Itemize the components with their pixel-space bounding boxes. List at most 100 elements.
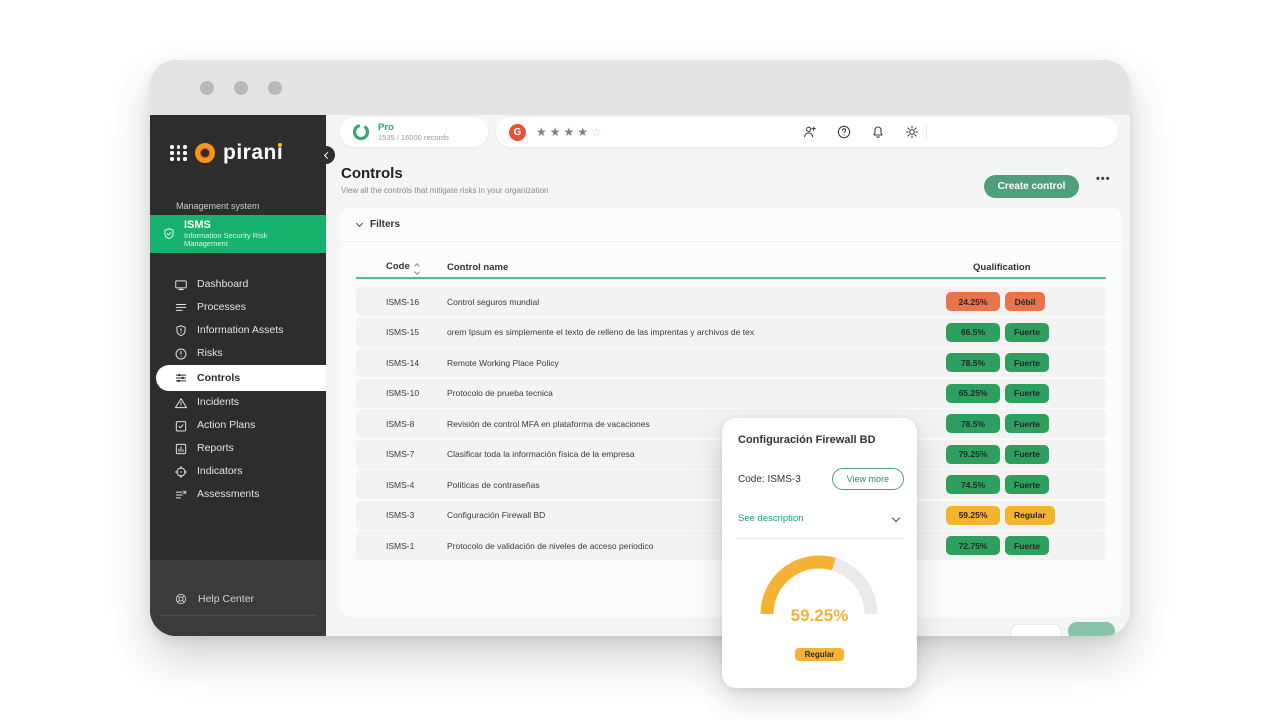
processes-icon	[174, 301, 188, 315]
control-detail-popup: Configuración Firewall BD Code: ISMS-3 V…	[722, 418, 917, 688]
chevron-down-icon[interactable]	[891, 513, 901, 523]
lifebuoy-icon	[175, 593, 187, 605]
qualification-percent-badge: 59.25%	[946, 505, 1000, 525]
apps-grid-icon[interactable]	[170, 145, 187, 161]
table-row[interactable]: ISMS-10 Protocolo de prueba tecnica 65.2…	[356, 378, 1106, 408]
row-control-name: Revisión de control MFA en plataforma de…	[447, 418, 650, 429]
risks-icon	[174, 347, 188, 361]
qualification-level-badge: Fuerte	[1005, 475, 1049, 494]
row-control-name: orem Ipsum es simplemente el texto de re…	[447, 327, 755, 337]
brand-i-dot	[278, 143, 283, 147]
sidebar-item-dashboard[interactable]: Dashboard	[150, 273, 326, 296]
qualification-percent-badge: 78.5%	[946, 353, 1000, 372]
view-more-button[interactable]: View more	[831, 468, 904, 490]
row-control-name: Clasificar toda la información física de…	[447, 449, 635, 459]
row-code: ISMS-7	[386, 449, 415, 459]
action-plans-icon	[174, 419, 188, 433]
row-code: ISMS-10	[386, 388, 420, 398]
star-filled-icon: ★	[577, 125, 592, 139]
page-header: Controls View all the controls that miti…	[341, 165, 549, 195]
divider	[736, 538, 903, 539]
see-description-link[interactable]: See description	[738, 513, 804, 524]
popup-title: Configuración Firewall BD	[738, 434, 876, 446]
sidebar-item-reports[interactable]: Reports	[150, 437, 326, 460]
pagination-button-partial-green[interactable]	[1068, 622, 1115, 636]
sidebar-item-incidents[interactable]: Incidents	[150, 391, 326, 414]
notifications-bell-icon[interactable]	[870, 124, 886, 140]
gauge-level-badge: Regular	[794, 648, 845, 661]
table-row[interactable]: ISMS-16 Control seguros mundial 24.25% D…	[356, 287, 1106, 316]
window-control-dot[interactable]	[268, 81, 282, 95]
help-center-link[interactable]: Help Center	[174, 592, 254, 606]
module-name: ISMS	[184, 219, 211, 232]
sidebar-item-label: Indicators	[197, 465, 243, 478]
main-content: Pro 1535 / 16000 records G ★★★★☆	[326, 115, 1130, 636]
sidebar-item-label: Reports	[197, 442, 234, 455]
filters-toggle[interactable]: Filters	[340, 208, 1122, 242]
qualification-level-badge: Fuerte	[1005, 383, 1049, 403]
header-underline	[356, 277, 1106, 279]
sidebar-item-information-assets[interactable]: Information Assets	[150, 319, 326, 342]
create-control-button[interactable]: Create control	[984, 175, 1079, 198]
qualification-level-badge: Fuerte	[1005, 353, 1049, 372]
sidebar-item-label: Information Assets	[197, 324, 284, 337]
gauge-value: 59.25%	[790, 606, 849, 625]
sidebar-item-label: Risks	[197, 347, 223, 360]
chevron-left-icon	[323, 151, 331, 159]
sidebar-item-indicators[interactable]: Indicators	[150, 460, 326, 483]
popup-code: Code: ISMS-3	[738, 474, 801, 485]
add-user-icon[interactable]	[802, 124, 818, 140]
row-code: ISMS-16	[386, 296, 420, 307]
sidebar-item-processes[interactable]: Processes	[150, 296, 326, 319]
settings-gear-icon[interactable]	[904, 124, 920, 140]
sidebar-item-action-plans[interactable]: Action Plans	[150, 414, 326, 437]
window-control-dot[interactable]	[200, 81, 214, 95]
column-qualification[interactable]: Qualification	[973, 261, 1031, 273]
table-row[interactable]: ISMS-15 orem Ipsum es simplemente el tex…	[356, 317, 1106, 347]
qualification-percent-badge: 66.5%	[946, 322, 1000, 342]
row-control-name: Remote Working Place Policy	[447, 357, 559, 368]
star-rating[interactable]: ★★★★☆	[536, 125, 605, 139]
sidebar-item-label: Incidents	[197, 396, 240, 409]
browser-window: pirani Management system ISMS Informatio…	[150, 60, 1130, 636]
sidebar-item-label: Assessments	[197, 488, 260, 501]
information-assets-icon	[174, 324, 188, 338]
qualification-level-badge: Fuerte	[1005, 322, 1049, 342]
sidebar-menu: Dashboard Processes Information Assets R…	[150, 273, 326, 506]
sidebar-item-assessments[interactable]: Assessments	[150, 483, 326, 506]
row-control-name: Protocolo de validación de niveles de ac…	[447, 540, 654, 551]
pagination-button-partial[interactable]	[1010, 624, 1062, 636]
window-control-dot[interactable]	[234, 81, 248, 95]
sidebar-item-controls[interactable]: Controls	[156, 365, 326, 391]
row-code: ISMS-8	[386, 418, 415, 429]
row-control-name: Configuración Firewall BD	[447, 510, 546, 520]
help-center-label: Help Center	[198, 593, 255, 605]
plan-pill[interactable]: Pro 1535 / 16000 records	[340, 117, 488, 147]
table-row[interactable]: ISMS-14 Remote Working Place Policy 78.5…	[356, 348, 1106, 377]
row-code: ISMS-4	[386, 479, 415, 490]
row-control-name: Políticas de contraseñas	[447, 479, 540, 490]
qualification-percent-badge: 79.25%	[946, 444, 1000, 464]
rating-pill: G ★★★★☆	[496, 117, 1118, 147]
star-filled-icon: ★	[549, 125, 564, 139]
sidebar-collapse-button[interactable]	[317, 146, 335, 164]
g2-logo-icon: G	[509, 123, 526, 141]
star-empty-icon: ☆	[591, 125, 605, 139]
column-control-name[interactable]: Control name	[447, 261, 509, 273]
module-selector-isms[interactable]: ISMS Information Security Risk Managemen…	[150, 215, 333, 253]
shield-check-icon	[162, 227, 176, 241]
row-control-name: Protocolo de prueba tecnica	[447, 388, 553, 398]
help-icon[interactable]	[836, 124, 852, 140]
assessments-icon	[174, 488, 188, 502]
column-code[interactable]: Code	[356, 261, 447, 275]
dashboard-icon	[174, 278, 188, 292]
more-options-button[interactable]: •••	[1096, 173, 1111, 185]
qualification-level-badge: Débil	[1005, 292, 1045, 311]
star-filled-icon: ★	[536, 125, 550, 139]
sidebar-item-label: Dashboard	[197, 278, 249, 291]
qualification-percent-badge: 65.25%	[946, 383, 1000, 403]
filters-label: Filters	[370, 219, 401, 230]
sort-icon[interactable]	[413, 262, 420, 275]
sidebar-item-risks[interactable]: Risks	[150, 342, 326, 365]
